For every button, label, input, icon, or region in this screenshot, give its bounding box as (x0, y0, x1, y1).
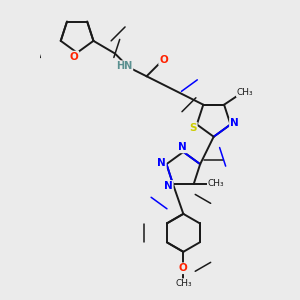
Text: N: N (164, 181, 173, 191)
Text: S: S (189, 122, 197, 133)
Text: O: O (178, 263, 187, 273)
Text: O: O (70, 52, 78, 61)
Text: CH₃: CH₃ (236, 88, 253, 97)
Text: N: N (157, 158, 166, 168)
Text: N: N (178, 142, 186, 152)
Text: N: N (230, 118, 239, 128)
Text: CH₃: CH₃ (207, 179, 224, 188)
Text: O: O (159, 55, 168, 65)
Text: HN: HN (116, 61, 132, 71)
Text: CH₃: CH₃ (175, 279, 192, 288)
